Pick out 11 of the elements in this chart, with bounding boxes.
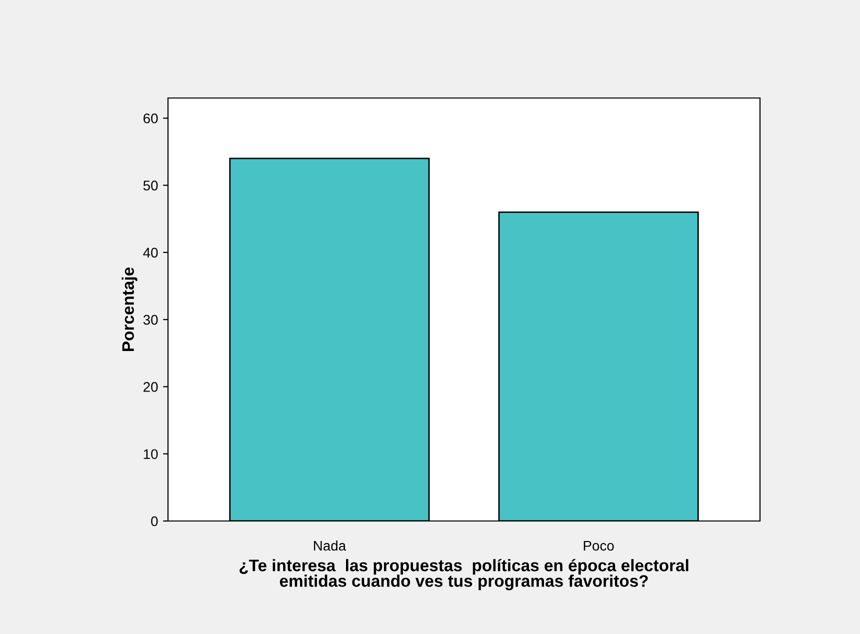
y-axis-title: Porcentaje bbox=[122, 267, 138, 351]
y-tick-label: 50 bbox=[143, 180, 158, 190]
x-tick-label: Nada bbox=[314, 540, 346, 551]
x-axis-title: ¿Te interesa las propuestas políticas en época electoral emitidas cuando ves tus programas favoritos? bbox=[240, 558, 688, 590]
y-tick-label: 60 bbox=[144, 113, 158, 124]
y-tick-label: 20 bbox=[144, 382, 158, 392]
y-tick-label: 0 bbox=[151, 516, 158, 526]
y-tick-label: 10 bbox=[144, 449, 158, 460]
y-tick-label: 40 bbox=[143, 248, 158, 258]
y-tick-label: 30 bbox=[143, 314, 158, 325]
x-tick-label: Poco bbox=[584, 540, 614, 551]
